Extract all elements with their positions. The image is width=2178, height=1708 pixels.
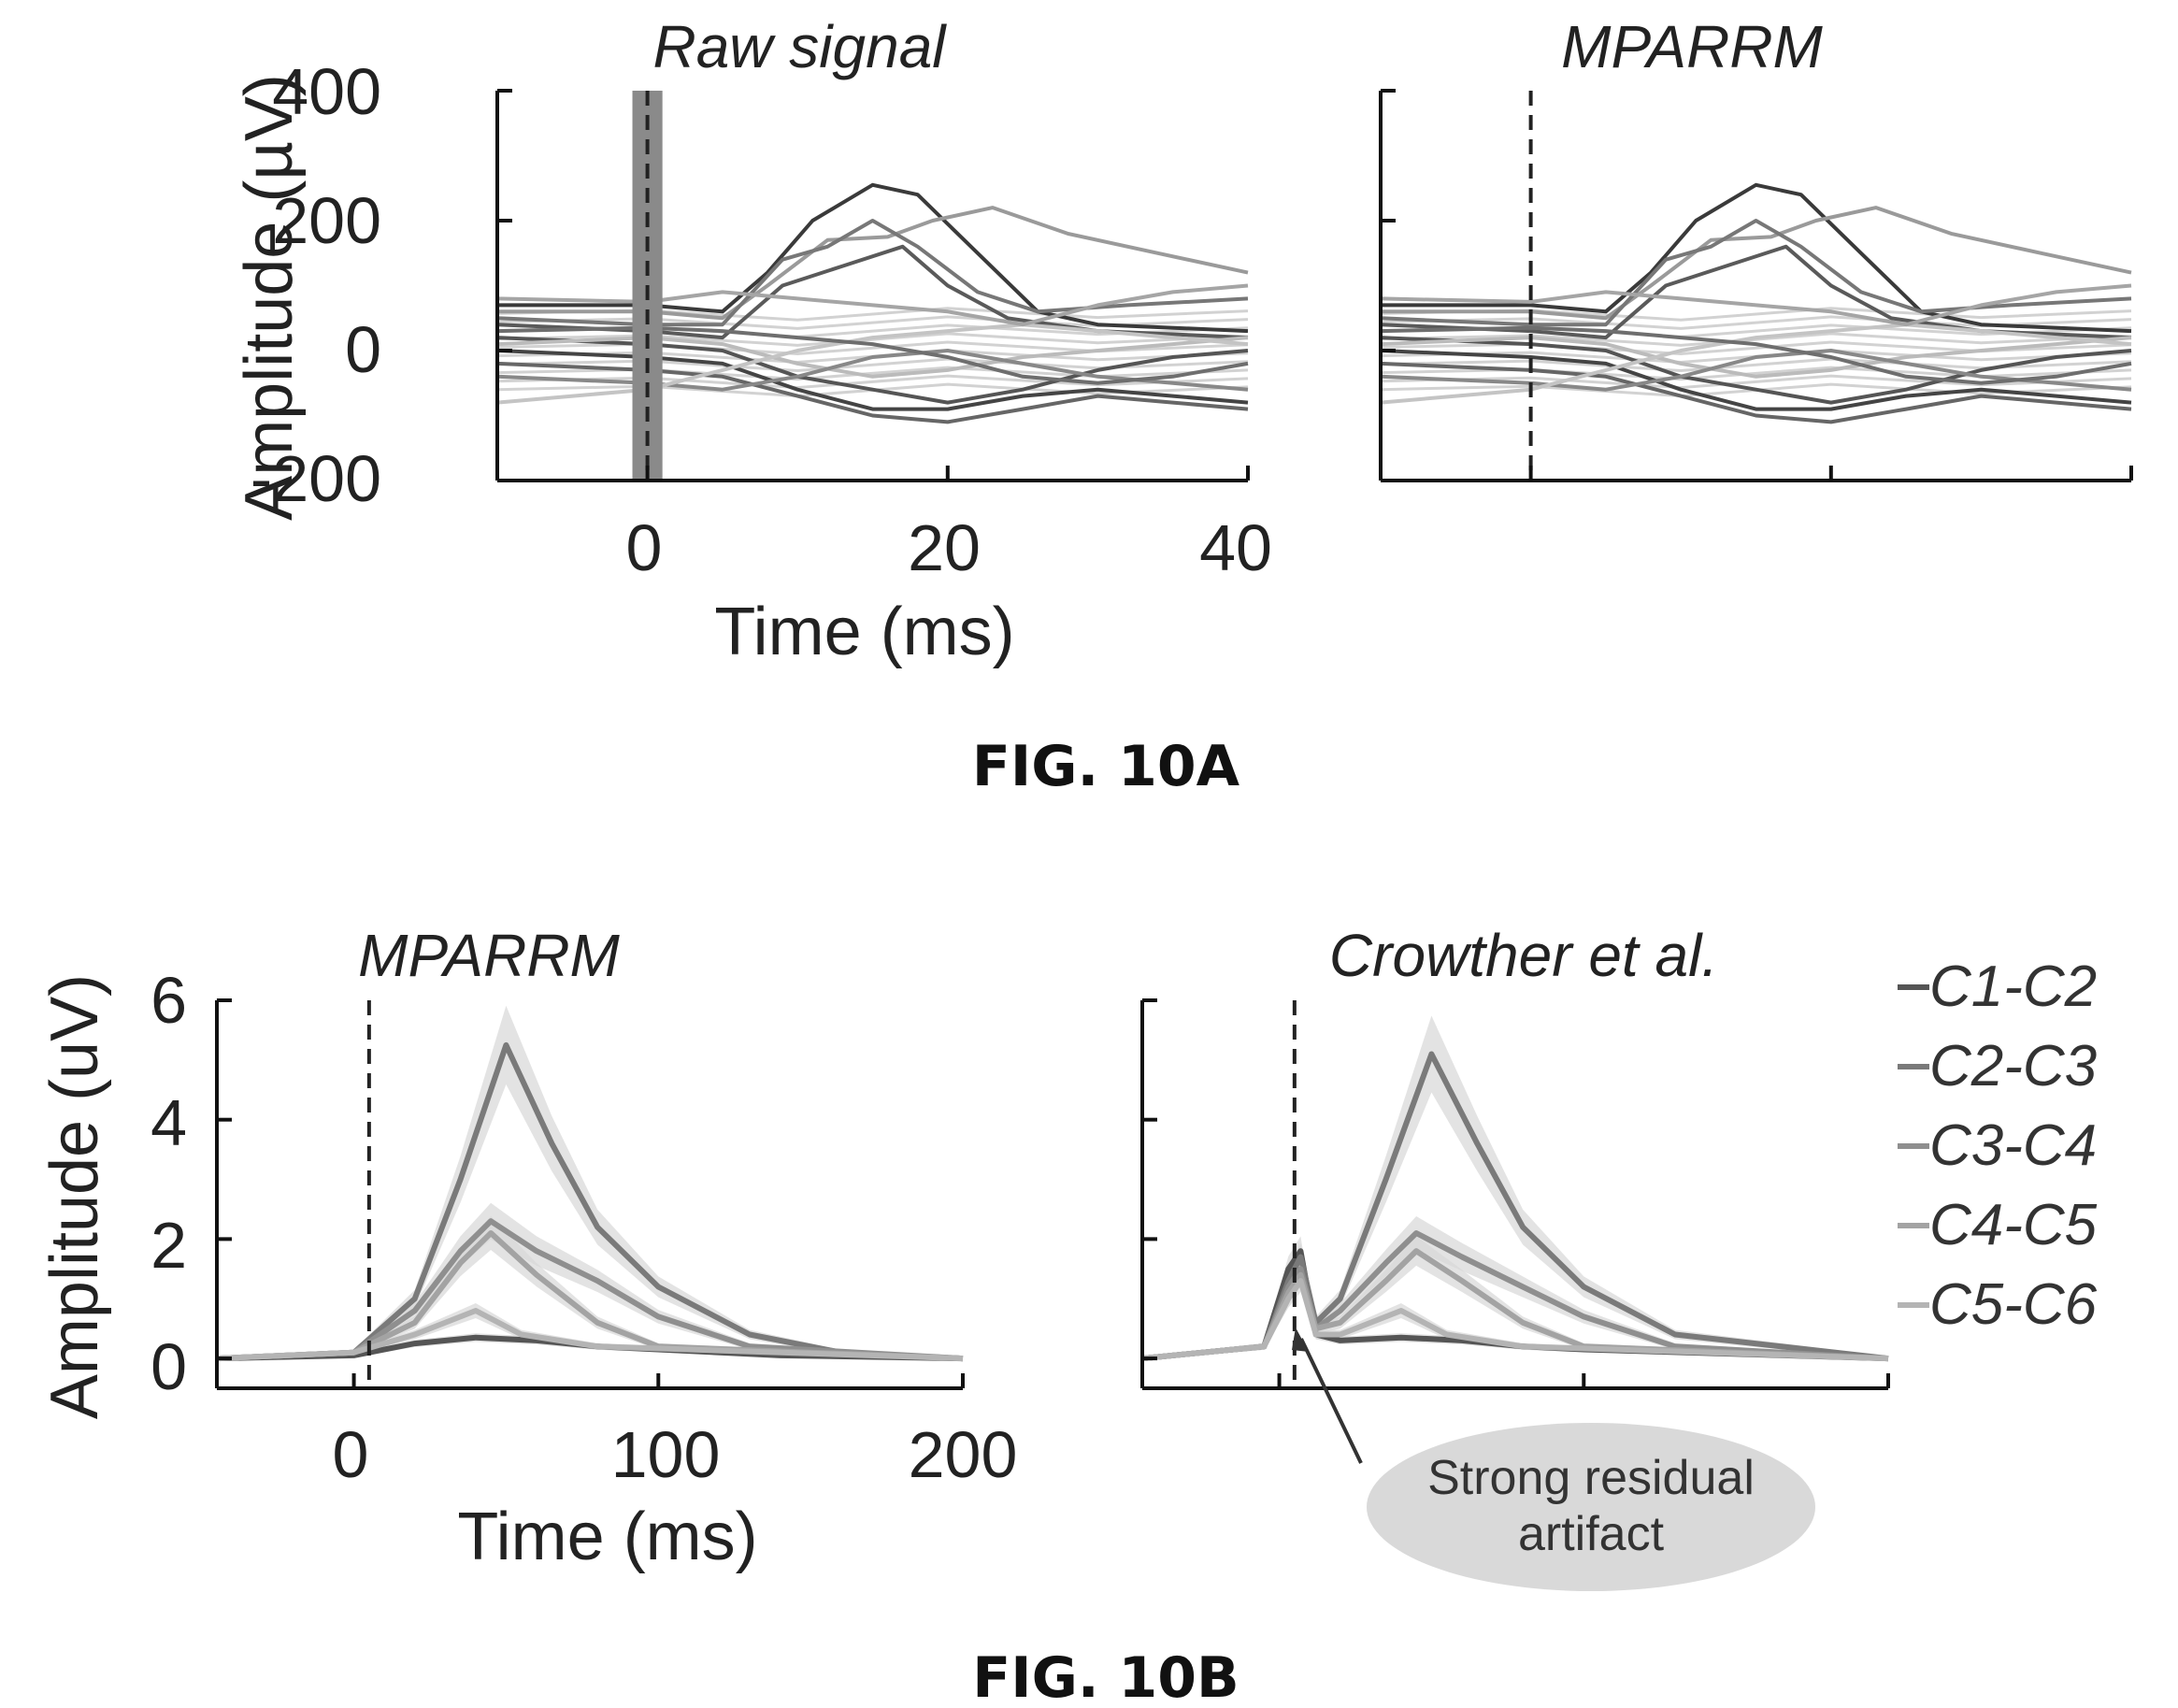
legend-label-C2-C3: C2-C3 [1929, 1034, 2097, 1098]
raw-xtick-0: 0 [626, 511, 663, 584]
mparrm-a-trace [1380, 325, 2132, 385]
crowther-series-C3-C4 [1141, 1230, 1889, 1362]
annotation-text-line1: Strong residual [1427, 1451, 1755, 1505]
mparrm-b-error-band-C2-C3 [217, 1005, 963, 1360]
b-ytick-6: 6 [150, 964, 187, 1037]
mparrm-a-axes [1379, 89, 2133, 482]
mparrm-b-traces [216, 1005, 964, 1362]
raw-x-axis-label: Time (ms) [714, 595, 1014, 669]
b-ytick-4: 4 [150, 1086, 187, 1159]
crowther-title: Crowther et al. [1329, 922, 1718, 989]
raw-ytick-neg200: -200 [251, 442, 381, 515]
raw-trace [496, 349, 1249, 411]
raw-ytick-0: 0 [345, 313, 381, 386]
b-ytick-0: 0 [150, 1330, 187, 1403]
mparrm-b-series-C5-C6 [216, 1308, 964, 1362]
raw-trace [496, 323, 1249, 405]
mparrm-a-title: MPARRM [1561, 13, 1823, 80]
legend-label-C3-C4: C3-C4 [1929, 1113, 2097, 1178]
crowther-error-band-C1-C2 [1142, 1236, 1888, 1360]
legend-label-C1-C2: C1-C2 [1929, 954, 2097, 1019]
fig-10b-label: FIG. 10B [972, 1645, 1239, 1708]
raw-signal-title: Raw signal [652, 13, 947, 80]
raw-signal-traces [496, 91, 1249, 481]
mparrm-a-trace [1380, 323, 2132, 405]
raw-ytick-400: 400 [272, 55, 381, 128]
annotation-arrowhead [1292, 1328, 1309, 1352]
raw-trace [496, 361, 1249, 424]
fig-10a-label: FIG. 10A [972, 734, 1240, 799]
crowther-error-band-C4-C5 [1142, 1236, 1888, 1360]
raw-trace [496, 244, 1249, 340]
crowther-traces [1141, 1015, 1889, 1362]
mparrm-b-panel: MPARRM 6 4 2 0 0 100 200 Time (ms) Ampli… [37, 922, 1017, 1574]
mparrm-a-trace [1380, 361, 2132, 424]
mparrm-b-error-band-C4-C5 [217, 1216, 963, 1360]
mparrm-a-trace [1380, 336, 2132, 379]
mparrm-a-trace [1380, 349, 2132, 411]
b-xtick-0: 0 [333, 1418, 369, 1491]
raw-trace [496, 283, 1249, 327]
annotation-text-line2: artifact [1518, 1507, 1665, 1561]
raw-trace [496, 336, 1249, 379]
raw-trace [496, 219, 1249, 327]
b-y-axis-label: Amplitude (uV) [37, 974, 112, 1419]
mparrm-b-series-C3-C4 [216, 1218, 964, 1362]
raw-trace [497, 206, 1249, 321]
mparrm-a-trace [1380, 244, 2132, 340]
legend-label-C5-C6: C5-C6 [1929, 1272, 2098, 1337]
crowther-panel: Crowther et al. [1140, 922, 1890, 1390]
mparrm-b-series-C4-C5 [216, 1230, 964, 1362]
mparrm-a-panel: MPARRM [1379, 13, 2133, 482]
raw-y-axis-label: Amplitude (µV) [232, 74, 307, 521]
annotation-arrow-line [1299, 1338, 1363, 1464]
mparrm-a-traces [1380, 182, 2132, 424]
mparrm-a-trace [1380, 336, 2132, 405]
crowther-series-C5-C6 [1141, 1278, 1889, 1362]
mparrm-a-trace [1380, 219, 2132, 327]
b-xtick-200: 200 [909, 1418, 1018, 1491]
mparrm-a-background-trace [1380, 332, 2132, 347]
mparrm-a-trace [1381, 206, 2132, 321]
raw-background-trace [496, 332, 1249, 347]
mparrm-b-axes [215, 998, 965, 1390]
raw-xtick-20: 20 [908, 511, 981, 584]
crowther-series-C2-C3 [1141, 1051, 1889, 1362]
crowther-axes [1140, 998, 1890, 1390]
b-x-axis-label: Time (ms) [457, 1500, 757, 1574]
raw-signal-axes [495, 89, 1250, 482]
mparrm-a-trace [1380, 283, 2132, 327]
annotation-ellipse [1367, 1423, 1815, 1591]
residual-artifact-annotation: Strong residual artifact [1292, 1328, 1815, 1591]
raw-trace [496, 336, 1249, 405]
crowther-error-band-C2-C3 [1142, 1015, 1888, 1360]
mparrm-b-title: MPARRM [358, 922, 620, 989]
b-xtick-100: 100 [611, 1418, 721, 1491]
mparrm-a-background-trace [1380, 374, 2132, 390]
b-ytick-2: 2 [150, 1209, 187, 1282]
raw-background-trace [496, 374, 1249, 390]
mparrm-b-series-C2-C3 [216, 1041, 964, 1362]
raw-ytick-200: 200 [272, 184, 381, 257]
crowther-error-band-C3-C4 [1142, 1216, 1888, 1360]
raw-xtick-40: 40 [1199, 511, 1272, 584]
raw-signal-panel: Raw signal 400 200 0 -200 0 20 40 Time (… [232, 13, 1272, 669]
legend: C1-C2 C2-C3 C3-C4 C4-C5 C5-C6 [1898, 954, 2098, 1337]
legend-label-C4-C5: C4-C5 [1929, 1193, 2098, 1257]
raw-trace [496, 325, 1249, 385]
